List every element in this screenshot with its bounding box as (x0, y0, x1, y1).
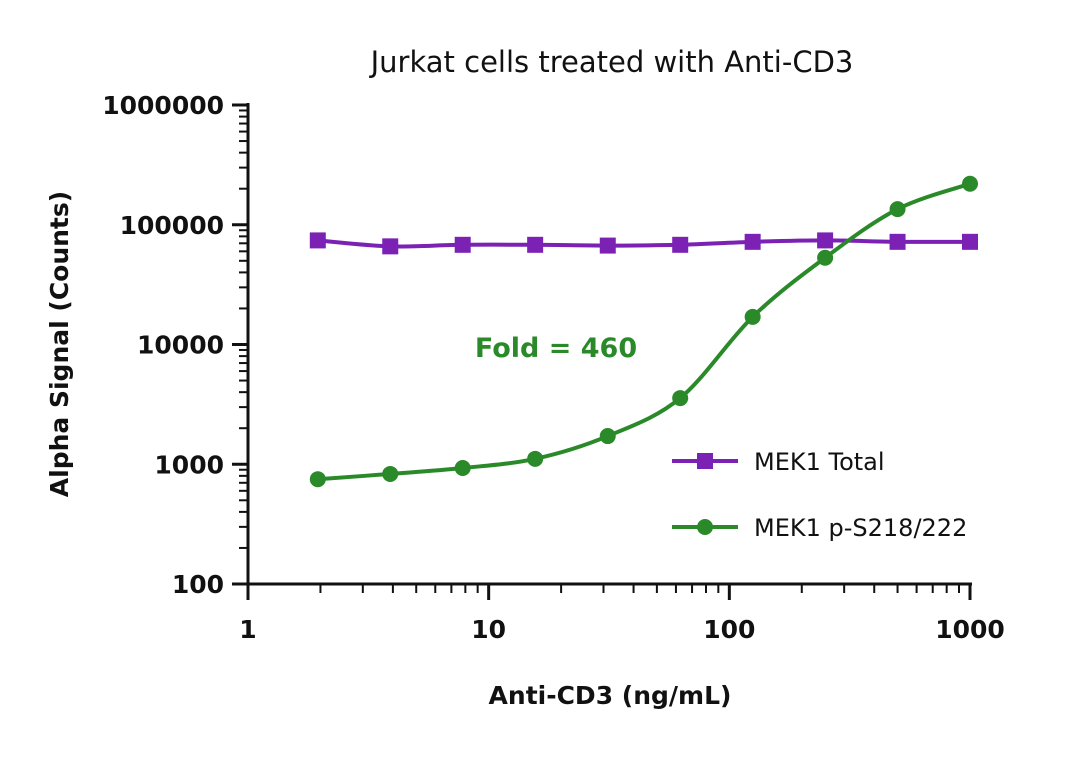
data-point-square (527, 236, 544, 253)
x-axis-label: Anti-CD3 (ng/mL) (489, 681, 732, 710)
data-point-square (454, 236, 471, 253)
data-point-circle (744, 308, 761, 325)
y-tick-label: 1000 (154, 450, 224, 479)
data-point-square (672, 236, 689, 253)
data-point-square (817, 232, 834, 249)
y-tick-label: 100 (172, 570, 224, 599)
data-point-square (309, 232, 326, 249)
legend-marker-total (697, 453, 713, 469)
data-point-circle (889, 201, 906, 218)
x-tick-label: 1000 (935, 615, 1005, 644)
series-line-1 (317, 181, 971, 482)
y-tick-label: 100000 (120, 211, 224, 240)
y-tick-label: 1000000 (102, 91, 224, 120)
data-point-square (382, 238, 399, 255)
legend-label-phospho: MEK1 p-S218/222 (754, 514, 967, 542)
data-point-circle (962, 175, 978, 192)
y-axis-label: Alpha Signal (Counts) (45, 191, 74, 497)
legend-label-total: MEK1 Total (754, 448, 885, 476)
data-point-square (889, 233, 906, 250)
data-point-circle (454, 460, 471, 477)
data-point-circle (527, 450, 544, 467)
y-tick-label: 10000 (137, 331, 224, 360)
x-tick-label: 10 (471, 615, 506, 644)
series-line-0 (317, 238, 971, 249)
data-point-circle (382, 465, 399, 482)
data-point-circle (599, 428, 616, 445)
data-point-square (599, 237, 616, 254)
chart-title: Jurkat cells treated with Anti-CD3 (369, 45, 854, 79)
data-point-circle (309, 471, 326, 488)
data-point-circle (817, 249, 834, 266)
x-tick-label: 100 (703, 615, 755, 644)
x-tick-label: 1 (239, 615, 256, 644)
data-point-square (744, 233, 761, 250)
data-point-circle (672, 390, 689, 407)
annotation-fold: Fold = 460 (475, 333, 637, 364)
legend-marker-phospho (697, 519, 713, 535)
data-point-square (962, 233, 978, 250)
